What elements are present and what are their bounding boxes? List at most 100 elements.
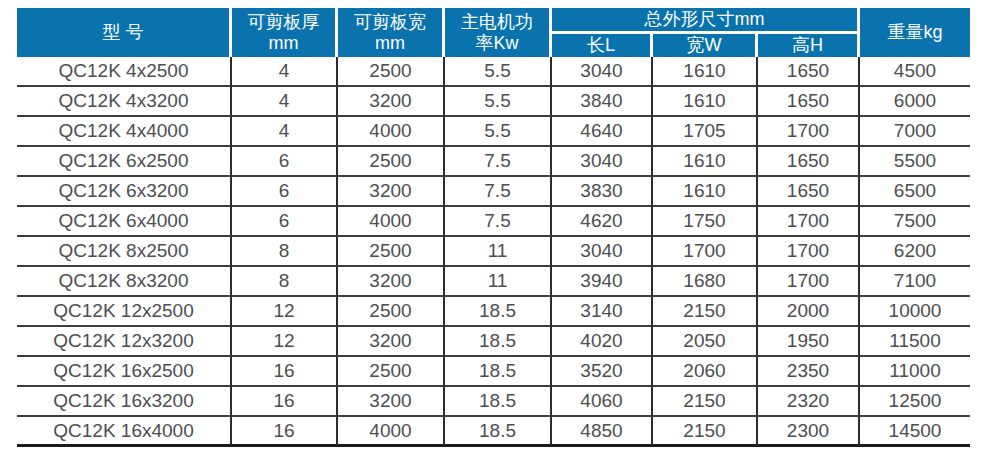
model-cell: QC12K 8x2500	[17, 237, 232, 267]
table-cell: 5.5	[445, 57, 552, 87]
table-cell: 10000	[860, 297, 970, 327]
page: 型 号 可剪板厚 mm 可剪板宽 mm 主电机功 率Kw 总外形尺寸mm 重量k…	[0, 0, 992, 450]
table-cell: 2300	[758, 417, 860, 447]
model-cell: QC12K 4x2500	[17, 57, 232, 87]
header-thickness: 可剪板厚 mm	[232, 8, 338, 57]
table-cell: 16	[232, 387, 338, 417]
table-row: QC12K 8x320083200113940168017007100	[17, 267, 970, 297]
table-cell: 4850	[552, 417, 653, 447]
table-cell: 1650	[758, 177, 860, 207]
model-cell: QC12K 6x2500	[17, 147, 232, 177]
model-cell: QC12K 8x3200	[17, 267, 232, 297]
table-cell: 4620	[552, 207, 653, 237]
table-cell: 18.5	[445, 297, 552, 327]
model-cell: QC12K 4x4000	[17, 117, 232, 147]
table-cell: 2150	[653, 297, 758, 327]
table-cell: 1705	[653, 117, 758, 147]
model-cell: QC12K 16x4000	[17, 417, 232, 447]
table-cell: 4000	[338, 207, 445, 237]
table-cell: 8	[232, 267, 338, 297]
table-cell: 4	[232, 117, 338, 147]
header-model: 型 号	[17, 8, 232, 57]
table-row: QC12K 4x3200432005.53840161016506000	[17, 87, 970, 117]
table-row: QC12K 12x250012250018.531402150200010000	[17, 297, 970, 327]
table-cell: 2150	[653, 417, 758, 447]
table-cell: 1610	[653, 147, 758, 177]
table-cell: 18.5	[445, 357, 552, 387]
table-cell: 1650	[758, 87, 860, 117]
header-width: 宽W	[653, 34, 758, 57]
table-cell: 3840	[552, 87, 653, 117]
header-sheet-width: 可剪板宽 mm	[338, 8, 445, 57]
table-row: QC12K 12x320012320018.540202050195011500	[17, 327, 970, 357]
table-row: QC12K 4x2500425005.53040161016504500	[17, 57, 970, 87]
table-cell: 4	[232, 87, 338, 117]
table-cell: 3830	[552, 177, 653, 207]
table-cell: 6000	[860, 87, 970, 117]
table-cell: 3200	[338, 327, 445, 357]
header-weight: 重量kg	[860, 8, 970, 57]
table-cell: 2500	[338, 147, 445, 177]
table-header: 型 号 可剪板厚 mm 可剪板宽 mm 主电机功 率Kw 总外形尺寸mm 重量k…	[17, 8, 970, 57]
table-cell: 4000	[338, 117, 445, 147]
table-cell: 2350	[758, 357, 860, 387]
table-cell: 2150	[653, 387, 758, 417]
table-cell: 11	[445, 267, 552, 297]
table-cell: 3200	[338, 87, 445, 117]
table-cell: 18.5	[445, 327, 552, 357]
table-cell: 2500	[338, 57, 445, 87]
spec-table: 型 号 可剪板厚 mm 可剪板宽 mm 主电机功 率Kw 总外形尺寸mm 重量k…	[17, 8, 970, 447]
table-cell: 12	[232, 297, 338, 327]
table-cell: 1680	[653, 267, 758, 297]
table-cell: 2050	[653, 327, 758, 357]
table-cell: 1750	[653, 207, 758, 237]
model-cell: QC12K 16x3200	[17, 387, 232, 417]
table-cell: 7100	[860, 267, 970, 297]
table-cell: 12	[232, 327, 338, 357]
table-cell: 3140	[552, 297, 653, 327]
model-cell: QC12K 6x3200	[17, 177, 232, 207]
table-cell: 3040	[552, 147, 653, 177]
table-cell: 16	[232, 357, 338, 387]
table-cell: 12500	[860, 387, 970, 417]
table-cell: 6200	[860, 237, 970, 267]
table-row: QC12K 4x4000440005.54640170517007000	[17, 117, 970, 147]
header-thickness-label: 可剪板厚	[232, 12, 335, 33]
table-row: QC12K 6x3200632007.53830161016506500	[17, 177, 970, 207]
header-row-1: 型 号 可剪板厚 mm 可剪板宽 mm 主电机功 率Kw 总外形尺寸mm 重量k…	[17, 8, 970, 34]
table-cell: 4500	[860, 57, 970, 87]
table-cell: 1610	[653, 177, 758, 207]
table-cell: 11	[445, 237, 552, 267]
table-cell: 4060	[552, 387, 653, 417]
table-cell: 2060	[653, 357, 758, 387]
table-cell: 3040	[552, 57, 653, 87]
table-cell: 1610	[653, 57, 758, 87]
table-cell: 1700	[758, 237, 860, 267]
model-cell: QC12K 16x2500	[17, 357, 232, 387]
table-cell: 3520	[552, 357, 653, 387]
model-cell: QC12K 12x3200	[17, 327, 232, 357]
table-cell: 11500	[860, 327, 970, 357]
table-cell: 7.5	[445, 147, 552, 177]
table-cell: 1700	[758, 207, 860, 237]
table-cell: 4000	[338, 417, 445, 447]
table-cell: 3040	[552, 237, 653, 267]
table-cell: 5500	[860, 147, 970, 177]
table-row: QC12K 16x250016250018.535202060235011000	[17, 357, 970, 387]
table-cell: 3200	[338, 267, 445, 297]
table-row: QC12K 16x400016400018.548502150230014500	[17, 417, 970, 447]
table-cell: 6500	[860, 177, 970, 207]
model-cell: QC12K 12x2500	[17, 297, 232, 327]
table-cell: 2500	[338, 357, 445, 387]
table-cell: 4640	[552, 117, 653, 147]
table-cell: 8	[232, 237, 338, 267]
table-cell: 1650	[758, 57, 860, 87]
table-row: QC12K 8x250082500113040170017006200	[17, 237, 970, 267]
table-cell: 1950	[758, 327, 860, 357]
table-cell: 1700	[758, 117, 860, 147]
header-motor-power-line2: 率Kw	[445, 33, 549, 54]
table-body: QC12K 4x2500425005.53040161016504500QC12…	[17, 57, 970, 447]
table-row: QC12K 16x320016320018.540602150232012500	[17, 387, 970, 417]
header-sheet-width-unit: mm	[338, 33, 442, 54]
table-cell: 16	[232, 417, 338, 447]
